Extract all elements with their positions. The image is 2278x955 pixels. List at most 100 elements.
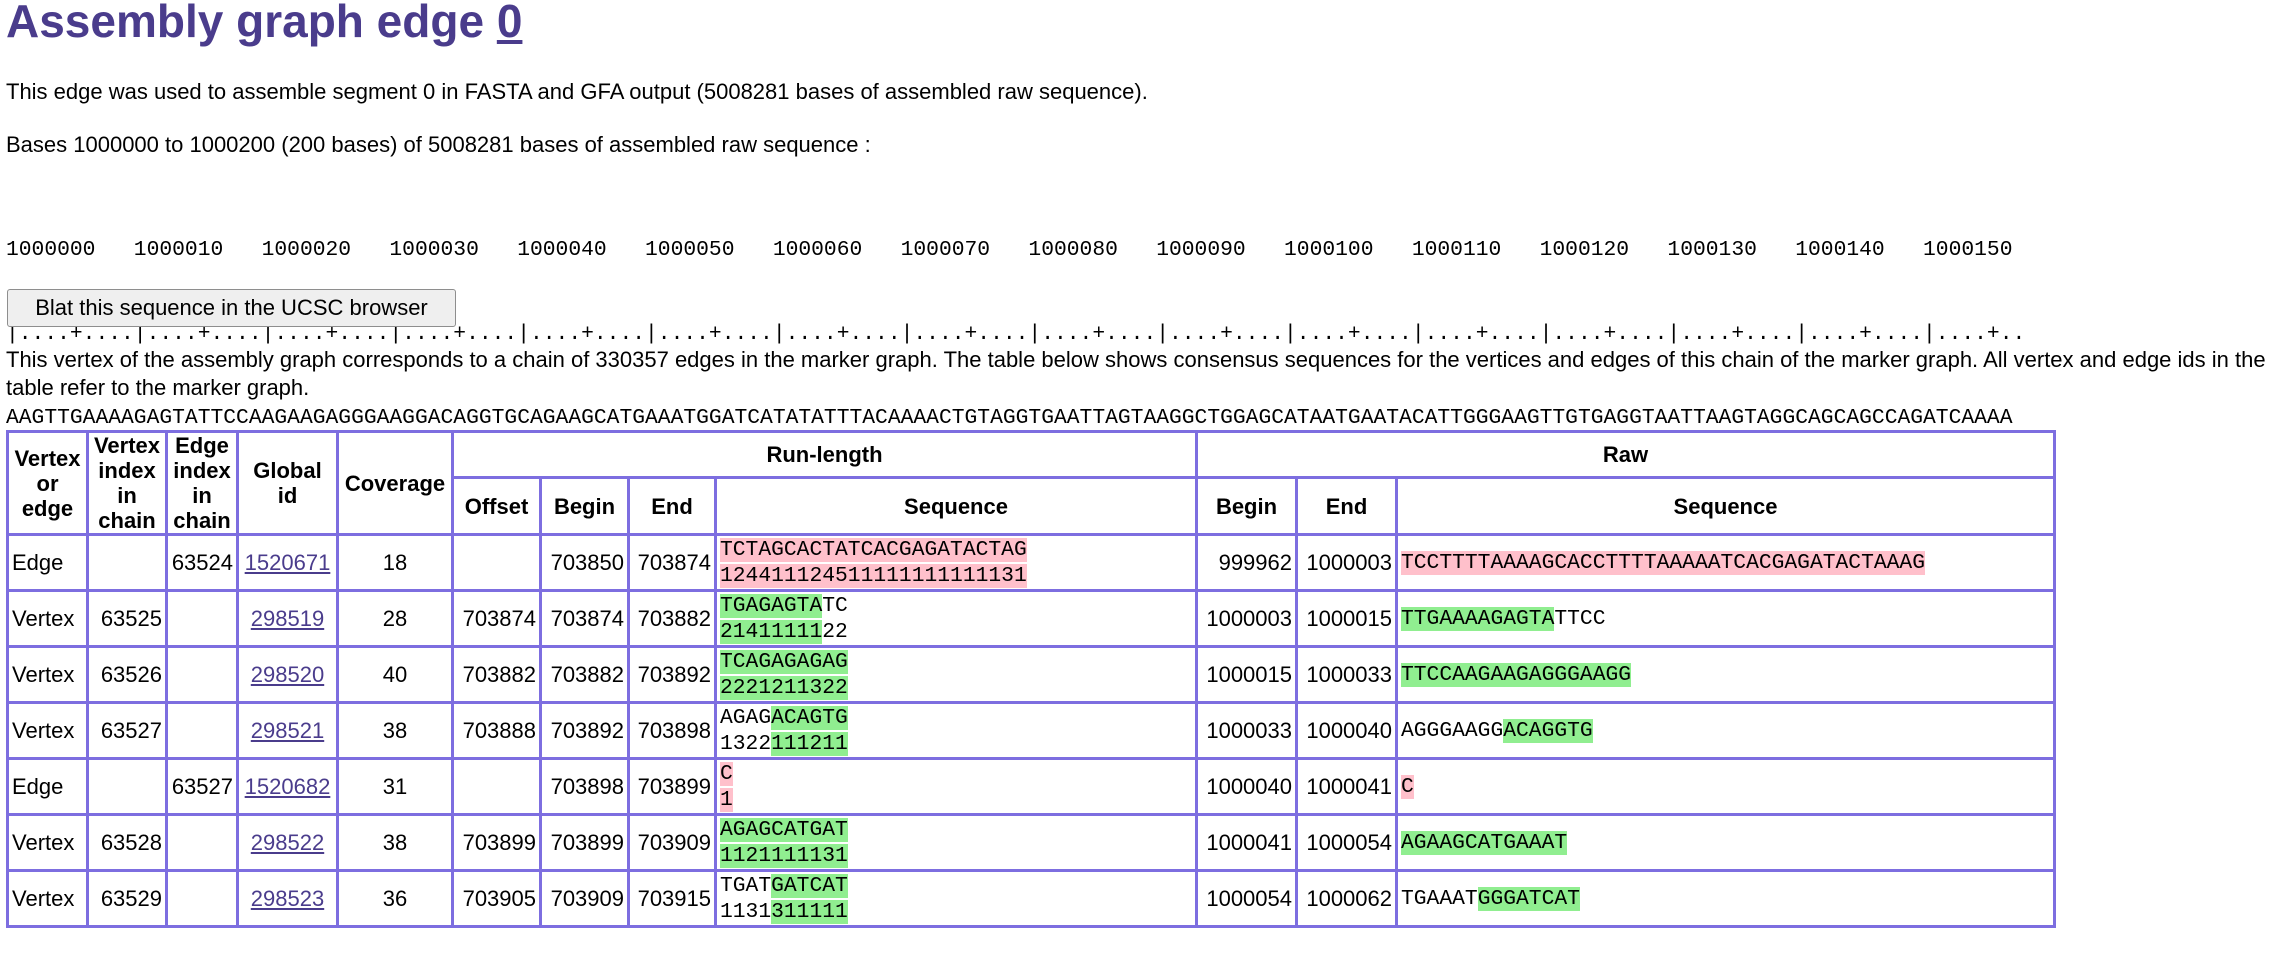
global-id-link-cell: 298520	[236, 645, 339, 704]
coverage-value: 18	[336, 533, 454, 592]
run-length-sequence-segment: C	[720, 761, 733, 786]
row-type: Vertex	[6, 645, 89, 704]
raw-sequence-line: TTCCAAGAAGAGGGAAGG	[1401, 662, 2050, 688]
edge-index: 63524	[165, 533, 239, 592]
row-type: Edge	[6, 757, 89, 816]
raw-sequence-segment: ACAGGTG	[1503, 718, 1593, 743]
raw-begin-value: 1000041	[1195, 813, 1298, 872]
header-raw-begin: Begin	[1195, 476, 1298, 536]
header-raw-sequence: Sequence	[1395, 476, 2056, 536]
raw-begin-value: 1000015	[1195, 645, 1298, 704]
edge-index	[165, 813, 239, 872]
blat-ucsc-button[interactable]: Blat this sequence in the UCSC browser	[7, 289, 456, 327]
header-edge-index: Edge index in chain	[165, 430, 239, 536]
global-id-link[interactable]: 298520	[250, 661, 325, 687]
offset-value: 703874	[451, 589, 542, 648]
raw-sequence: TGAAATGGGATCAT	[1395, 869, 2056, 928]
run-length-sequence-line: AGAGACAGTG	[720, 705, 1192, 731]
edge-index	[165, 869, 239, 928]
marker-graph-chain-table: Vertex or edge Vertex index in chain Edg…	[6, 430, 2056, 928]
row-type: Vertex	[6, 813, 89, 872]
vertex-index: 63525	[86, 589, 168, 648]
global-id-link-cell: 1520682	[236, 757, 339, 816]
offset-value: 703899	[451, 813, 542, 872]
edge-index	[165, 645, 239, 704]
raw-sequence: TCCTTTTAAAAGCACCTTTTAAAAATCACGAGATACTAAA…	[1395, 533, 2056, 592]
edge-summary: This edge was used to assemble segment 0…	[6, 79, 1148, 104]
raw-sequence-segment: GGGATCAT	[1477, 886, 1580, 911]
raw-end-value: 1000040	[1295, 701, 1398, 760]
vertex-index: 63529	[86, 869, 168, 928]
begin-value: 703899	[539, 813, 630, 872]
row-type: Edge	[6, 533, 89, 592]
run-length-sequence-segment: 2221211322	[720, 675, 848, 700]
edge-id-link[interactable]: 0	[496, 0, 523, 47]
raw-sequence: AGGGAAGGACAGGTG	[1395, 701, 2056, 760]
raw-sequence-line: AGAAGCATGAAAT	[1401, 830, 2050, 856]
sequence-ruler-block: 1000000 1000010 1000020 1000030 1000040 …	[6, 180, 2025, 460]
run-length-sequence-segment: AGAG	[720, 705, 772, 730]
table-row: Vertex 63528 298522 38 703899 703899 703909 AGA…	[6, 813, 2056, 872]
header-coverage: Coverage	[336, 430, 454, 536]
raw-sequence-line: TGAAATGGGATCAT	[1401, 886, 2050, 912]
table-row: Vertex 63526 298520 40 703882 703882 703892 TCA…	[6, 645, 2056, 704]
global-id-link[interactable]: 298523	[250, 885, 325, 911]
raw-sequence: AGAAGCATGAAAT	[1395, 813, 2056, 872]
assembled-sequence: AAGTTGAAAAGAGTATTCCAAGAAGAGGGAAGGACAGGTG…	[6, 406, 2013, 430]
raw-begin-value: 999962	[1195, 533, 1298, 592]
run-length-sequence: TCAGAGAGAG 2221211322	[714, 645, 1198, 704]
end-value: 703892	[627, 645, 717, 704]
page-title-text: Assembly graph edge	[6, 0, 497, 47]
raw-sequence-line: TTGAAAAGAGTATTCC	[1401, 606, 2050, 632]
run-length-sequence-segment: 1322	[720, 731, 772, 756]
coverage-value: 40	[336, 645, 454, 704]
raw-begin-value: 1000054	[1195, 869, 1298, 928]
header-offset: Offset	[451, 476, 542, 536]
run-length-sequence-segment: TC	[822, 593, 848, 618]
global-id-link[interactable]: 298521	[250, 717, 325, 743]
raw-begin-value: 1000040	[1195, 757, 1298, 816]
raw-begin-value: 1000003	[1195, 589, 1298, 648]
raw-begin-value: 1000033	[1195, 701, 1298, 760]
run-length-sequence-segment: 21411111	[720, 619, 823, 644]
global-id-link[interactable]: 1520671	[244, 549, 331, 575]
raw-end-value: 1000054	[1295, 813, 1398, 872]
raw-sequence-line: TCCTTTTAAAAGCACCTTTTAAAAATCACGAGATACTAAA…	[1401, 550, 2050, 576]
run-length-sequence-line: 1121111131	[720, 843, 1192, 869]
run-length-sequence: TGAGAGTATC 2141111122	[714, 589, 1198, 648]
run-length-sequence-segment: ACAGTG	[771, 705, 848, 730]
header-raw-end: End	[1295, 476, 1398, 536]
coverage-value: 28	[336, 589, 454, 648]
global-id-link[interactable]: 1520682	[244, 773, 331, 799]
begin-value: 703898	[539, 757, 630, 816]
global-id-link[interactable]: 298519	[250, 605, 325, 631]
header-end: End	[627, 476, 717, 536]
header-sequence: Sequence	[714, 476, 1198, 536]
global-id-link-cell: 298522	[236, 813, 339, 872]
coverage-value: 36	[336, 869, 454, 928]
row-type: Vertex	[6, 589, 89, 648]
row-type: Vertex	[6, 869, 89, 928]
run-length-sequence-line: C	[720, 761, 1192, 787]
vertex-index	[86, 533, 168, 592]
coverage-value: 38	[336, 701, 454, 760]
edge-index	[165, 589, 239, 648]
run-length-sequence-segment: 111211	[771, 731, 848, 756]
global-id-link-cell: 1520671	[236, 533, 339, 592]
raw-sequence-line: C	[1401, 774, 2050, 800]
run-length-sequence: TCTAGCACTATCACGAGATACTAG 1244111245111111…	[714, 533, 1198, 592]
run-length-sequence-line: AGAGCATGAT	[720, 817, 1192, 843]
run-length-sequence-line: 2141111122	[720, 619, 1192, 645]
table-body: Edge 63524 1520671 18 703850 703874 TCTAGCACTA…	[6, 533, 2056, 928]
global-id-link[interactable]: 298522	[250, 829, 325, 855]
table-row: Edge 63527 1520682 31 703898 703899 C 1 1000040 1…	[6, 757, 2056, 816]
header-raw: Raw	[1195, 430, 2056, 479]
run-length-sequence-line: 1131311111	[720, 899, 1192, 925]
raw-sequence-segment: TTCC	[1554, 606, 1606, 631]
raw-end-value: 1000033	[1295, 645, 1398, 704]
raw-sequence: TTCCAAGAAGAGGGAAGG	[1395, 645, 2056, 704]
begin-value: 703874	[539, 589, 630, 648]
header-vertex-or-edge: Vertex or edge	[6, 430, 89, 536]
end-value: 703899	[627, 757, 717, 816]
